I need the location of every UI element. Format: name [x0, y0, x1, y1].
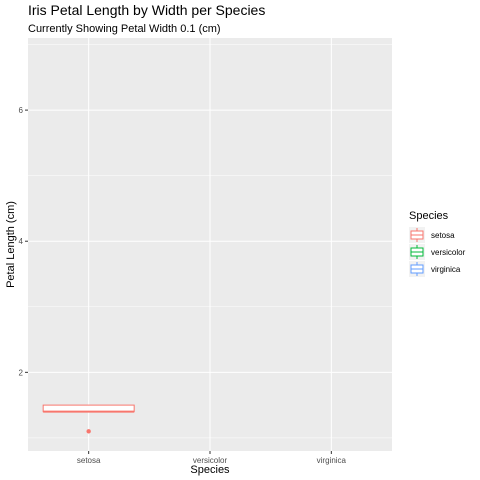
- x-axis-title: Species: [190, 464, 230, 476]
- x-tick-label: virginica: [317, 456, 347, 465]
- y-axis: 2 4 6: [19, 106, 28, 377]
- y-tick-label: 4: [19, 237, 24, 246]
- legend-label: versicolor: [431, 248, 466, 257]
- legend-item-versicolor: versicolor: [409, 244, 466, 260]
- x-tick-label: setosa: [77, 456, 101, 465]
- legend-item-setosa: setosa: [409, 227, 455, 243]
- box-setosa: [42, 404, 135, 434]
- boxes: [42, 404, 135, 434]
- x-axis: setosa versicolor virginica: [77, 451, 347, 465]
- chart-subtitle: Currently Showing Petal Width 0.1 (cm): [28, 23, 221, 35]
- y-axis-title: Petal Length (cm): [5, 201, 17, 288]
- legend-label: virginica: [431, 265, 461, 274]
- outlier-point: [86, 429, 91, 434]
- y-tick-label: 2: [19, 368, 24, 377]
- grid-major: [28, 38, 392, 451]
- legend-title: Species: [409, 210, 449, 222]
- legend-label: setosa: [431, 231, 455, 240]
- legend: Species setosa versicolor virginica: [409, 210, 466, 277]
- y-tick-label: 6: [19, 106, 24, 115]
- legend-item-virginica: virginica: [409, 261, 461, 277]
- chart-title: Iris Petal Length by Width per Species: [28, 2, 265, 18]
- x-tick-label: versicolor: [193, 456, 228, 465]
